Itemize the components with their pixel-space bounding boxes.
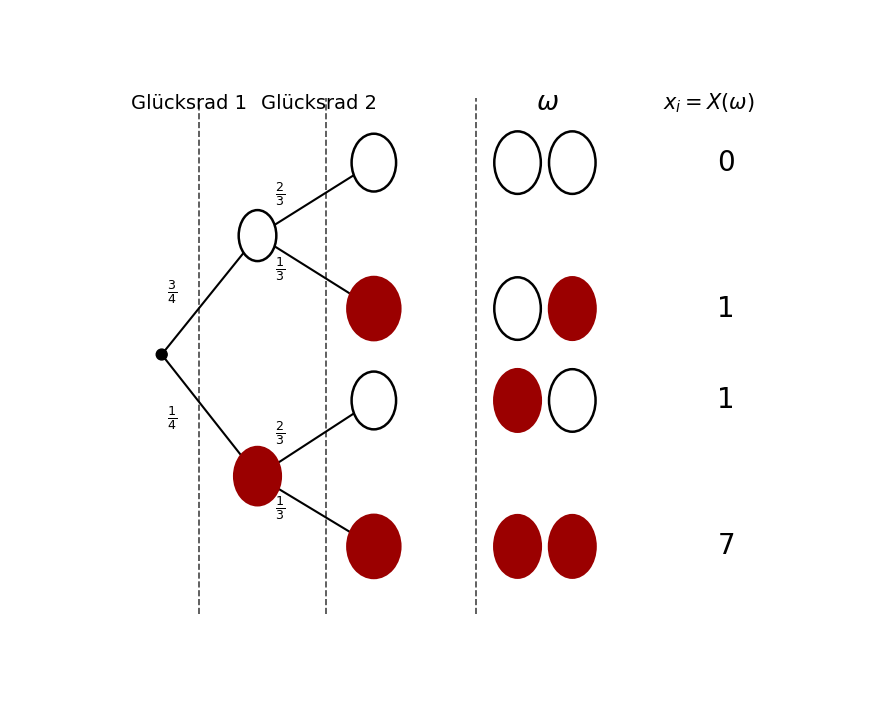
Ellipse shape	[347, 277, 401, 340]
Text: Glücksrad 2: Glücksrad 2	[261, 93, 377, 112]
Ellipse shape	[494, 369, 540, 432]
Text: 1: 1	[718, 295, 735, 322]
Text: 7: 7	[718, 532, 735, 560]
Ellipse shape	[549, 369, 595, 432]
Ellipse shape	[351, 133, 396, 192]
Ellipse shape	[494, 277, 540, 340]
Text: $\frac{1}{4}$: $\frac{1}{4}$	[167, 404, 177, 432]
Text: $\frac{2}{3}$: $\frac{2}{3}$	[275, 180, 285, 208]
Ellipse shape	[549, 131, 595, 194]
Ellipse shape	[351, 371, 396, 430]
Ellipse shape	[238, 210, 276, 261]
Text: Glücksrad 1: Glücksrad 1	[131, 93, 247, 112]
Ellipse shape	[494, 515, 540, 578]
Ellipse shape	[156, 349, 167, 360]
Ellipse shape	[549, 515, 595, 578]
Ellipse shape	[494, 131, 540, 194]
Ellipse shape	[347, 515, 401, 578]
Text: $\frac{1}{3}$: $\frac{1}{3}$	[275, 256, 285, 284]
Text: 1: 1	[718, 387, 735, 414]
Text: 0: 0	[717, 149, 736, 177]
Text: $x_i = X(\omega)$: $x_i = X(\omega)$	[663, 91, 755, 115]
Text: $\frac{3}{4}$: $\frac{3}{4}$	[167, 279, 177, 306]
Text: $\frac{2}{3}$: $\frac{2}{3}$	[275, 419, 285, 446]
Text: $\omega$: $\omega$	[535, 90, 558, 116]
Ellipse shape	[234, 446, 281, 505]
Text: $\frac{1}{3}$: $\frac{1}{3}$	[275, 495, 285, 522]
Ellipse shape	[549, 277, 595, 340]
